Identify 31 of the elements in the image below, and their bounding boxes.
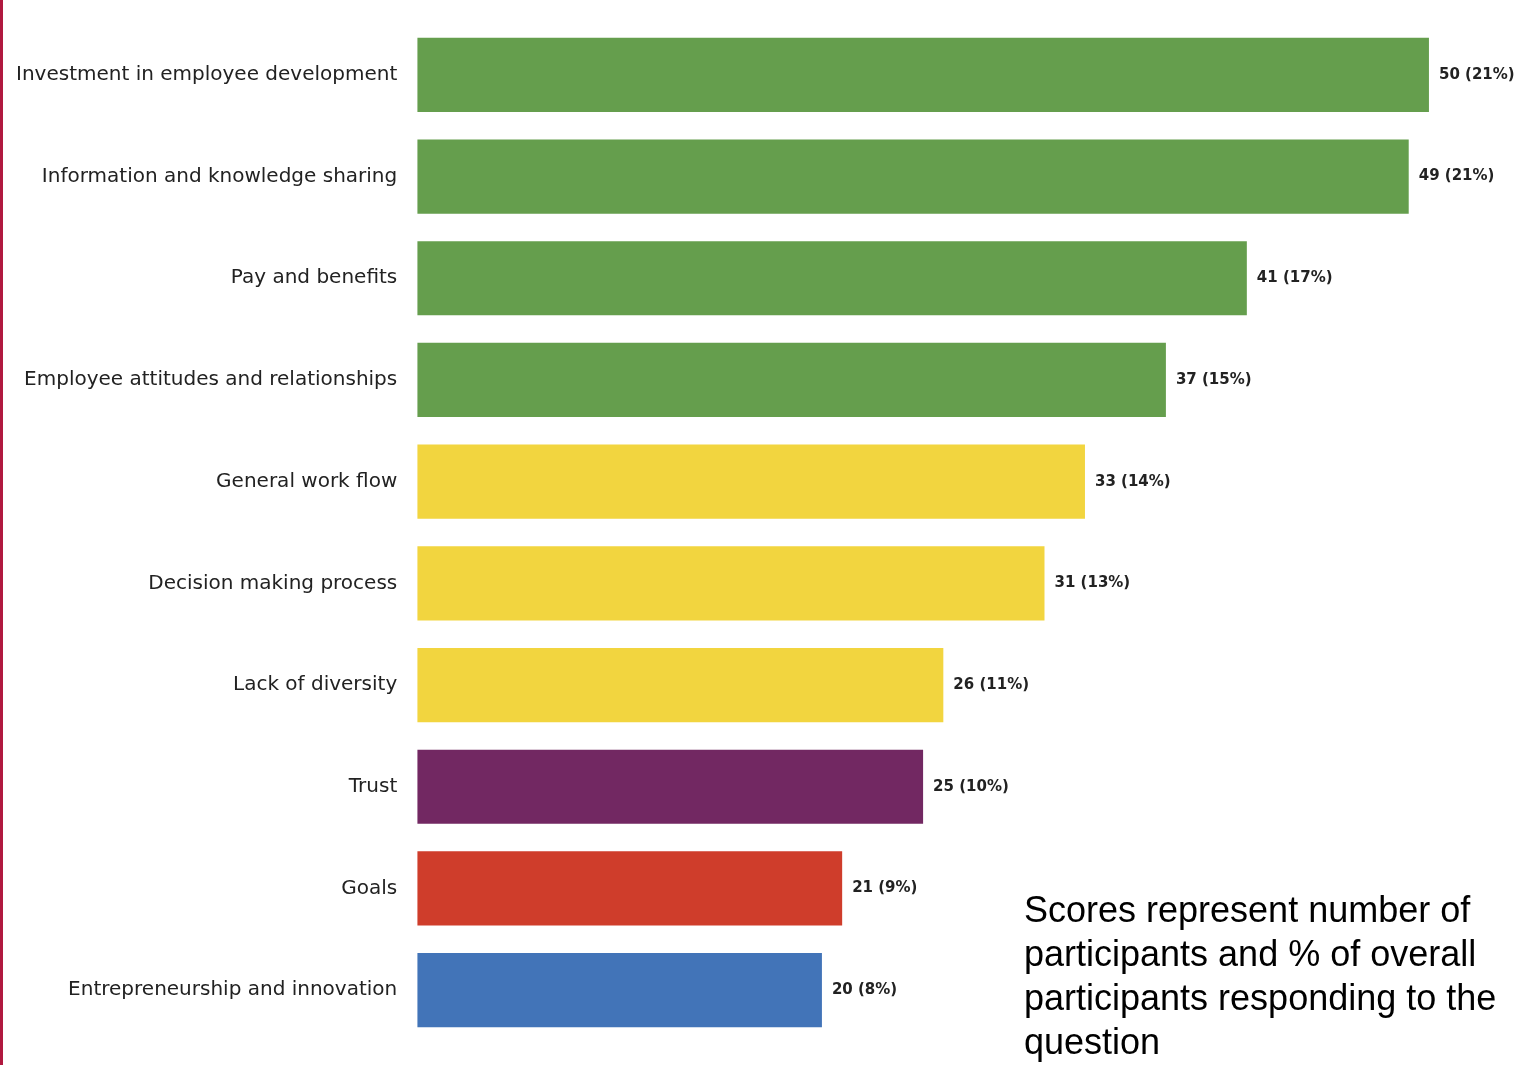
data-label: 20 (8%)	[831, 980, 898, 999]
y-tick-label: Employee attitudes and relationships	[24, 366, 398, 391]
data-label: 50 (21%)	[1438, 64, 1515, 83]
bar	[417, 444, 1085, 519]
y-tick-label: Investment in employee development	[15, 61, 398, 86]
data-label: 25 (10%)	[933, 776, 1009, 795]
bar	[417, 37, 1429, 112]
bar	[417, 851, 843, 926]
data-label: 21 (9%)	[852, 878, 918, 897]
bar	[417, 953, 822, 1028]
annotation: Scores represent number of participants and % of overall participants responding to the question	[1024, 888, 1514, 1064]
data-label: 49 (21%)	[1418, 166, 1495, 185]
bar	[417, 647, 944, 723]
y-tick-label: Goals	[341, 874, 398, 899]
data-label: 33 (14%)	[1094, 471, 1171, 490]
data-label: 31 (13%)	[1054, 573, 1131, 592]
y-tick-label: Decision making process	[148, 569, 398, 594]
bar	[417, 342, 1166, 418]
data-label: 41 (17%)	[1256, 268, 1333, 287]
bar	[417, 546, 1045, 621]
y-tick-label: Lack of diversity	[232, 671, 398, 696]
y-tick-label: Information and knowledge sharing	[41, 162, 398, 187]
bar	[417, 139, 1409, 214]
data-label: 37 (15%)	[1175, 369, 1252, 388]
y-tick-label: Entrepreneurship and innovation	[68, 976, 398, 1001]
bar	[417, 749, 924, 824]
bar	[417, 241, 1247, 316]
data-label: 26 (11%)	[953, 674, 1030, 693]
y-tick-label: Trust	[347, 772, 398, 797]
y-tick-label: General work flow	[216, 467, 398, 492]
y-tick-label: Pay and benefits	[230, 264, 398, 289]
